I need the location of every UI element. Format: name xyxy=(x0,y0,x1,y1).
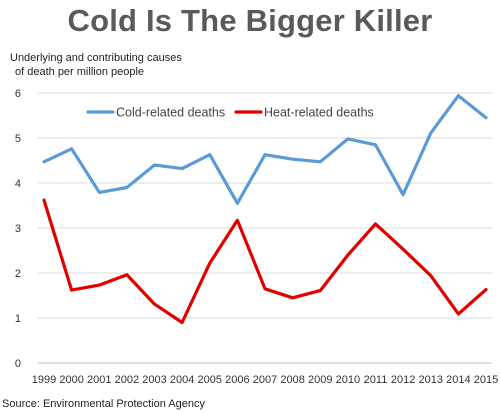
x-tick-label: 2013 xyxy=(419,374,443,386)
legend-label-0: Cold-related deaths xyxy=(116,106,225,120)
y-tick-label: 3 xyxy=(15,223,21,235)
y-tick-label: 5 xyxy=(15,133,21,145)
legend-label-1: Heat-related deaths xyxy=(264,106,374,120)
x-tick-label: 2000 xyxy=(59,374,83,386)
x-tick-label: 2014 xyxy=(446,374,470,386)
x-tick-label: 2006 xyxy=(225,374,249,386)
y-tick-label: 6 xyxy=(15,88,21,100)
x-tick-label: 2015 xyxy=(474,374,498,386)
series-line-0 xyxy=(42,94,488,205)
y-tick-label: 0 xyxy=(15,358,21,370)
x-tick-label: 2009 xyxy=(308,374,332,386)
y-axis-label-line-1: Underlying and contributing causes xyxy=(10,52,182,64)
x-tick-label: 2011 xyxy=(364,374,388,386)
y-tick-label: 4 xyxy=(15,178,21,190)
x-tick-label: 2003 xyxy=(142,374,166,386)
x-tick-label: 1999 xyxy=(32,374,56,386)
x-tick-label: 2004 xyxy=(170,374,194,386)
source-note: Source: Environmental Protection Agency xyxy=(2,398,206,410)
x-tick-label: 2012 xyxy=(391,374,415,386)
x-tick-label: 2007 xyxy=(253,374,277,386)
y-axis-label: Underlying and contributing causes of de… xyxy=(10,51,182,79)
x-tick-label: 2008 xyxy=(280,374,304,386)
x-tick-label: 2002 xyxy=(115,374,139,386)
y-axis-label-line-2: of death per million people xyxy=(15,66,145,78)
x-tick-label: 2001 xyxy=(87,374,111,386)
x-tick-label: 2005 xyxy=(198,374,222,386)
y-tick-label: 1 xyxy=(15,313,21,325)
x-tick-label: 2010 xyxy=(336,374,360,386)
y-tick-label: 2 xyxy=(15,268,21,280)
series-line-1 xyxy=(42,198,488,325)
chart-title: Cold Is The Bigger Killer xyxy=(67,3,433,38)
